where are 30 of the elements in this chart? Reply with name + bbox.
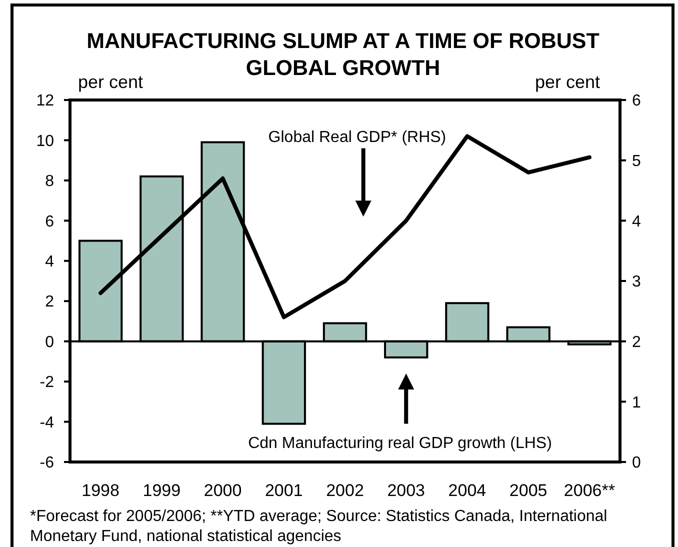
x-tick-label: 2002 xyxy=(326,481,364,500)
y-tick-label: 8 xyxy=(45,173,54,190)
x-tick-label: 2003 xyxy=(387,481,426,500)
x-tick-label: 2001 xyxy=(264,481,303,500)
y2-tick-label: 2 xyxy=(632,334,641,351)
x-tick-label: 1999 xyxy=(142,481,181,500)
y-tick-label: -4 xyxy=(40,414,54,432)
y-tick-label: 12 xyxy=(36,92,54,110)
y2-tick-label: 0 xyxy=(632,454,641,472)
x-tick-label: 2004 xyxy=(448,481,486,500)
series-label: Global Real GDP* (RHS) xyxy=(268,129,446,146)
y-tick-label: 10 xyxy=(36,132,54,150)
text: *Forecast for 2005/2006; **YTD average; Source: Statistics Canada, International Monetary Fund, national statistical agencies xyxy=(30,508,608,545)
y-tick-label: 4 xyxy=(45,253,54,270)
series-label: Cdn Manufacturing real GDP growth (LHS) xyxy=(248,434,552,452)
y-tick-label: -6 xyxy=(40,454,54,472)
y-tick-label: 0 xyxy=(45,334,54,351)
y2-axis-title: per cent xyxy=(534,72,600,92)
y-tick-label: 6 xyxy=(45,213,54,230)
y2-tick-label: 3 xyxy=(632,274,641,291)
x-tick-label: 2000 xyxy=(204,481,242,500)
y2-tick-label: 4 xyxy=(632,213,641,230)
x-tick-label: 2006** xyxy=(564,481,616,500)
y-tick-label: 2 xyxy=(45,294,54,311)
x-tick-label: 1998 xyxy=(82,481,120,500)
x-tick-label: 2005 xyxy=(509,481,548,500)
y-tick-label: -2 xyxy=(40,374,54,392)
y2-tick-label: 5 xyxy=(632,152,641,170)
y2-tick-label: 1 xyxy=(632,394,641,412)
y2-tick-label: 6 xyxy=(632,92,641,110)
